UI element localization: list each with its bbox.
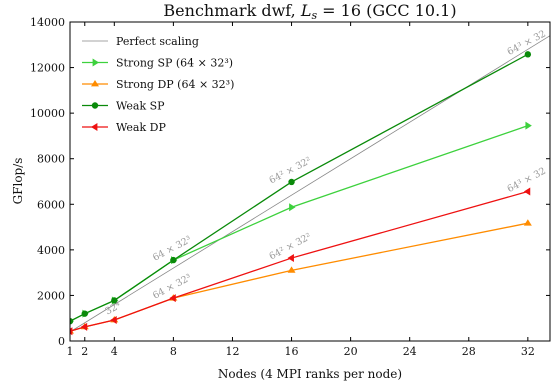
chart-title: Benchmark dwf, Ls = 16 (GCC 10.1) [163,1,456,22]
data-point-weak-dp [287,254,294,263]
x-tick-label: 1 [67,345,74,358]
data-point-weak-dp [70,327,73,336]
data-point-strong-sp-64-32 [525,121,532,130]
x-tick-label: 4 [111,345,118,358]
y-tick-label: 12000 [30,62,65,75]
data-point-weak-dp [523,187,531,196]
data-point-weak-dp [169,294,176,303]
data-point-strong-dp-64-32 [287,266,296,273]
x-tick-label: 28 [462,345,476,358]
y-tick-label: 2000 [37,289,65,302]
data-point-strong-dp-64-32 [523,219,532,226]
x-tick-label: 2 [81,345,88,358]
y-tick-label: 8000 [37,153,65,166]
y-tick-label: 6000 [37,198,65,211]
data-point-weak-sp [111,297,118,304]
x-tick-label: 8 [170,345,177,358]
data-point-weak-dp [80,322,88,331]
x-tick-label: 16 [285,345,299,358]
plot-frame [69,21,551,342]
legend-marker-strong-dp-64-32 [91,80,99,87]
y-axis-label: GFlop/s [11,158,25,205]
x-axis-label: Nodes (4 MPI ranks per node) [218,367,402,381]
series-line-weak-sp [70,53,529,322]
data-point-weak-sp [288,178,295,186]
legend-marker-strong-sp-64-32 [92,58,99,67]
y-tick-label: 10000 [30,107,65,120]
legend-marker-weak-sp [91,102,99,109]
x-tick-label: 32 [521,345,535,358]
legend-label-strong-sp-64-32: Strong SP (64 × 32³) [116,57,233,70]
y-tick-label: 14000 [30,16,65,29]
data-point-weak-sp [81,310,88,317]
series-line-weak-dp [70,190,529,332]
data-point-weak-sp [524,51,532,58]
legend-marker-weak-dp [91,123,98,131]
series-line-strong-sp-64-32 [70,125,529,322]
data-point-weak-sp [170,256,177,264]
series-line-perfect-scaling [70,35,550,333]
data-point-weak-sp [70,317,74,325]
legend-label-strong-dp-64-32: Strong DP (64 × 32³) [116,78,234,91]
legend-label-weak-dp: Weak DP [116,121,166,134]
y-tick-label: 0 [58,335,65,348]
series-layer [70,35,550,336]
x-tick-label: 24 [403,345,417,358]
legend-label-weak-sp: Weak SP [116,100,165,113]
legend: Perfect scaling Strong SP (64 × 32³) Stron… [82,35,234,134]
y-tick-label: 4000 [37,244,65,257]
data-point-strong-sp-64-32 [289,203,296,212]
data-point-weak-dp [110,316,117,325]
x-tick-label: 12 [225,345,239,358]
legend-label-perfect-scaling: Perfect scaling [116,35,199,48]
y-axis: 0 2000 4000 6000 8000 10000 12000 14000 [30,16,550,348]
problem-size-annotation: 32⁴ [104,300,123,317]
x-tick-label: 20 [344,345,358,358]
x-axis: 1 2 4 8 12 16 20 24 28 32 [67,22,535,358]
